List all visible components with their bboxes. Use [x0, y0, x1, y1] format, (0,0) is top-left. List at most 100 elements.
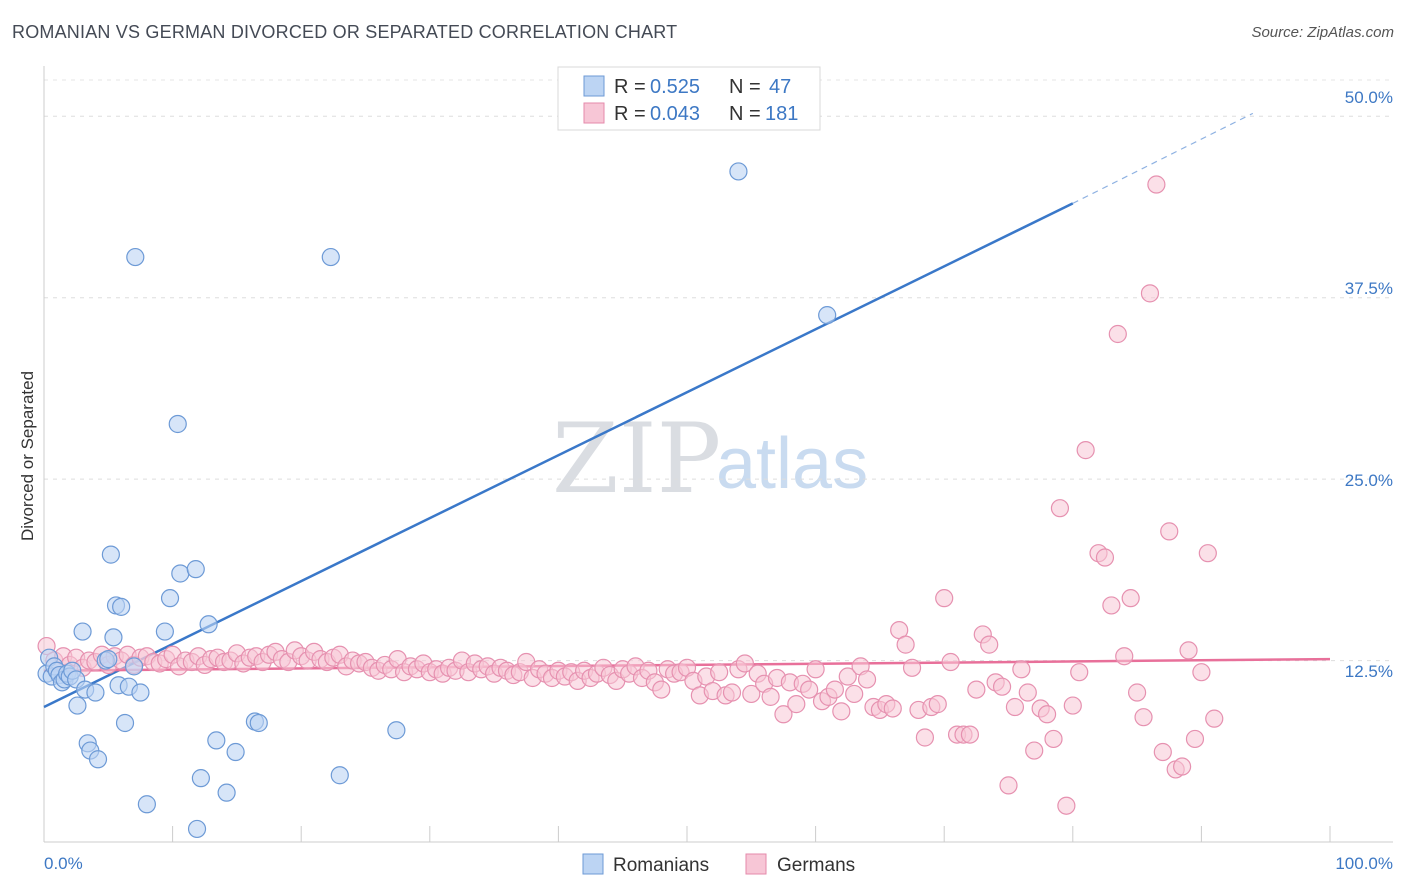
legend-r-label: R = — [614, 103, 646, 125]
germans-point — [999, 776, 1018, 795]
germans-point — [902, 658, 922, 677]
romanians-point — [73, 622, 92, 641]
romanians-point — [115, 713, 135, 733]
legend-r-value: 0.525 — [650, 76, 700, 98]
romanians-point — [68, 696, 87, 715]
germans-point — [1121, 589, 1140, 608]
legend-n-label: N = — [729, 103, 761, 125]
germans-point — [1005, 697, 1025, 717]
germans-point — [735, 654, 754, 673]
germans-point — [1076, 441, 1095, 460]
romanians-point — [186, 560, 205, 579]
germans-point — [1070, 663, 1089, 682]
y-tick-label: 50.0% — [1345, 88, 1393, 107]
legend-swatch-romanians — [583, 75, 605, 97]
germans-point — [1037, 705, 1057, 724]
germans-point — [883, 699, 902, 718]
germans-point — [1147, 175, 1166, 194]
germans-point — [1140, 284, 1160, 303]
y-tick-labels: 12.5% 25.0% 37.5% 50.0% — [1345, 88, 1393, 681]
germans-point — [915, 728, 935, 747]
chart-title: ROMANIAN VS GERMAN DIVORCED OR SEPARATED… — [12, 22, 678, 42]
romanians-point — [217, 783, 236, 802]
y-tick-label: 12.5% — [1345, 662, 1393, 681]
romanians-point — [187, 819, 207, 839]
germans-point — [800, 680, 819, 699]
watermark-zip: ZIP — [552, 403, 721, 515]
romanians-point — [171, 564, 190, 583]
germans-point — [896, 635, 915, 654]
legend-swatch-germans — [583, 102, 605, 124]
germans-point — [1108, 324, 1127, 344]
source-label: Source: ZipAtlas.com — [1251, 24, 1394, 41]
germans-point — [652, 680, 671, 699]
romanians-point — [249, 713, 268, 733]
romanians-point — [88, 750, 108, 769]
romanians-point — [387, 721, 406, 740]
germans-point — [1173, 757, 1192, 776]
germans-point — [722, 683, 742, 702]
romanians-point — [112, 597, 131, 616]
romanians-point — [191, 769, 210, 788]
romanians-point — [104, 628, 123, 647]
germans-point — [992, 677, 1012, 696]
germans-point — [832, 702, 851, 721]
romanians-point — [160, 589, 180, 608]
germans-point — [960, 725, 980, 744]
germans-point — [1134, 708, 1153, 727]
legend-label-romanians: Romanians — [613, 855, 709, 876]
romanians-point — [330, 766, 349, 785]
germans-point — [825, 680, 844, 699]
germans-point — [980, 635, 999, 654]
germans-point — [1025, 741, 1044, 760]
germans-point — [838, 667, 857, 686]
romanians-point — [729, 162, 748, 181]
romanians-trendline-extension — [1072, 112, 1254, 204]
romanians-point — [818, 306, 837, 325]
romanians-point — [101, 545, 120, 564]
legend-n-label: N = — [729, 76, 761, 98]
y-axis-label: Divorced or Separated — [18, 371, 37, 541]
germans-point — [1127, 683, 1147, 702]
germans-point — [742, 684, 761, 704]
romanians-point — [226, 742, 245, 762]
romanians-points — [37, 162, 837, 839]
axes — [43, 66, 1393, 843]
germans-point — [1050, 499, 1070, 518]
germans-point — [1198, 544, 1217, 563]
germans-point — [806, 660, 825, 679]
germans-point — [1012, 660, 1031, 679]
germans-point — [1185, 729, 1205, 749]
romanians-point — [199, 615, 218, 634]
legend-label-germans: Germans — [777, 855, 855, 876]
germans-point — [1205, 709, 1224, 728]
romanians-point — [86, 683, 105, 702]
romanians-trendline — [43, 202, 1074, 709]
germans-point — [1018, 683, 1037, 702]
germans-point — [1153, 742, 1172, 762]
germans-point — [941, 652, 960, 672]
germans-point — [1044, 729, 1063, 749]
germans-point — [845, 684, 864, 704]
germans-point — [1063, 696, 1082, 715]
romanians-point — [124, 657, 144, 676]
legend-n-value: 181 — [765, 103, 798, 125]
germans-point — [1179, 641, 1198, 660]
germans-point — [761, 687, 780, 706]
germans-point — [1192, 663, 1211, 682]
germans-point — [1057, 796, 1076, 815]
germans-point — [1160, 522, 1179, 541]
romanians-point — [126, 247, 145, 267]
germans-point — [857, 670, 877, 689]
germans-point — [774, 705, 793, 724]
y-tick-label: 25.0% — [1345, 471, 1393, 490]
series-legend: Romanians Germans — [582, 853, 855, 876]
romanians-point — [155, 622, 174, 641]
x-tick-label-max: 100.0% — [1335, 854, 1393, 873]
germans-point — [787, 695, 806, 714]
x-tick-label-min: 0.0% — [44, 854, 83, 873]
watermark-atlas: atlas — [716, 424, 868, 504]
legend-n-value: 47 — [769, 76, 791, 98]
romanians-point — [321, 247, 340, 267]
